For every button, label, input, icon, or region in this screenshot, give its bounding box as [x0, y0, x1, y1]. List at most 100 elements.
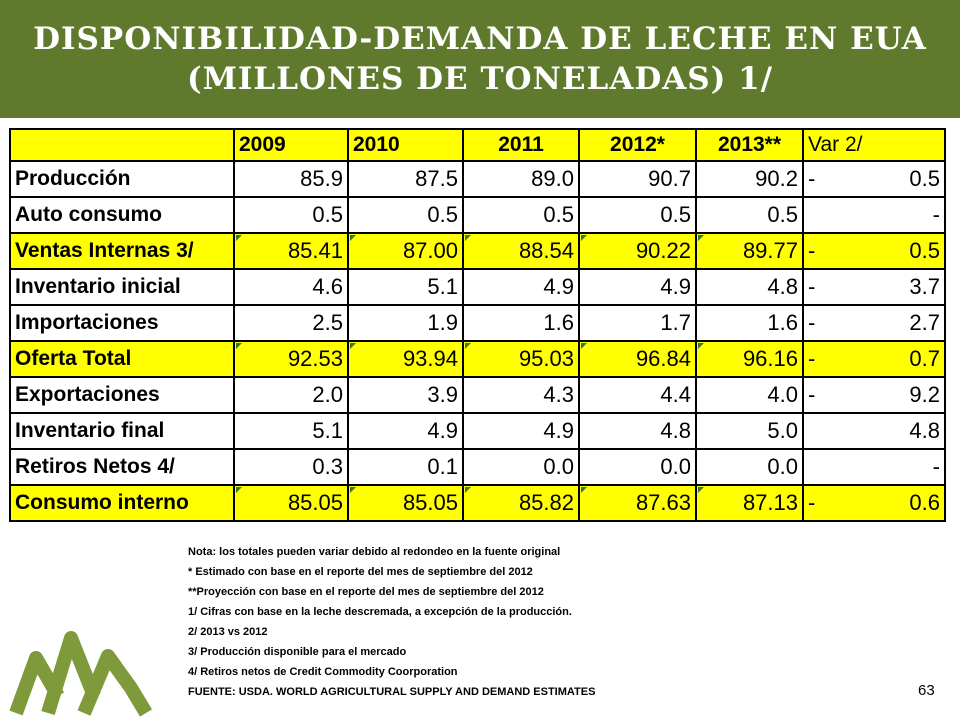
value-cell: 5.0 — [695, 412, 804, 450]
variation-sign: - — [808, 274, 816, 299]
variation-cell: - 0.5 — [802, 232, 946, 270]
table-body: Producción 85.9 87.5 89.0 90.7 90.2-0.5 Auto c… — [9, 160, 946, 522]
header-cell-label — [9, 128, 235, 162]
variation-value: 3.7 — [909, 274, 940, 299]
variation-cell: - 0.5 — [802, 160, 946, 198]
value-cell: 0.5 — [578, 196, 697, 234]
value-cell: 87.00 — [347, 232, 464, 270]
variation-cell: - 0.6 — [802, 484, 946, 522]
value-cell: 0.5 — [462, 196, 580, 234]
row-label: Inventario final — [9, 412, 235, 450]
variation-sign: - — [808, 166, 816, 191]
row-label: Retiros Netos 4/ — [9, 448, 235, 486]
value-cell: 4.9 — [578, 268, 697, 306]
variation-value: 2.7 — [909, 310, 940, 335]
footnote-line: 2/ 2013 vs 2012 — [188, 626, 268, 638]
row-label: Inventario inicial — [9, 268, 235, 306]
variation-cell: - 3.7 — [802, 268, 946, 306]
header-cell-2009: 2009 — [233, 128, 349, 162]
value-cell: 0.3 — [233, 448, 349, 486]
slide-header: DISPONIBILIDAD-DEMANDA DE LECHE EN EUA (… — [0, 0, 960, 118]
value-cell: 0.5 — [695, 196, 804, 234]
value-cell: 1.6 — [695, 304, 804, 342]
value-cell: 87.13 — [695, 484, 804, 522]
variation-cell: - 9.2 — [802, 376, 946, 414]
variation-cell: - — [802, 196, 946, 234]
page-number: 63 — [918, 682, 935, 699]
value-cell: 0.0 — [578, 448, 697, 486]
header-cell-2012: 2012* — [578, 128, 697, 162]
footnote-line: 4/ Retiros netos de Credit Commodity Coo… — [188, 666, 458, 678]
value-cell: 85.41 — [233, 232, 349, 270]
value-cell: 5.1 — [347, 268, 464, 306]
table-row: Producción 85.9 87.5 89.0 90.7 90.2- 0.5 — [9, 160, 946, 198]
variation-cell: - 2.7 — [802, 304, 946, 342]
value-cell: 90.22 — [578, 232, 697, 270]
variation-value: 0.7 — [909, 346, 940, 371]
value-cell: 87.5 — [347, 160, 464, 198]
footnote-line: * Estimado con base en el reporte del me… — [188, 566, 533, 578]
variation-value: 0.5 — [909, 238, 940, 263]
value-cell: 0.5 — [233, 196, 349, 234]
row-label: Ventas Internas 3/ — [9, 232, 235, 270]
variation-value: - — [932, 202, 940, 227]
row-label: Auto consumo — [9, 196, 235, 234]
value-cell: 0.0 — [695, 448, 804, 486]
header-cell-2011: 2011 — [462, 128, 580, 162]
value-cell: 96.16 — [695, 340, 804, 378]
table-row: Inventario inicial 4.6 5.1 4.9 4.9 4.8-3.7 — [9, 268, 946, 306]
supply-demand-table-container: 2009 2010 2011 2012* 2013** Var 2/ Produ… — [9, 128, 946, 522]
value-cell: 93.94 — [347, 340, 464, 378]
value-cell: 1.9 — [347, 304, 464, 342]
value-cell: 0.1 — [347, 448, 464, 486]
value-cell: 4.9 — [347, 412, 464, 450]
table-row: Ventas Internas 3/85.41 87.00 88.54 90.22 89… — [9, 232, 946, 270]
value-cell: 88.54 — [462, 232, 580, 270]
value-cell: 4.8 — [695, 268, 804, 306]
footnote-line: 3/ Producción disponible para el mercado — [188, 646, 407, 658]
mountains-logo-icon — [9, 631, 153, 717]
variation-value: 9.2 — [909, 382, 940, 407]
value-cell: 5.1 — [233, 412, 349, 450]
table-row: Oferta Total 92.53 93.94 95.03 96.84 96.16- 0.… — [9, 340, 946, 378]
value-cell: 4.9 — [462, 412, 580, 450]
supply-demand-table: 2009 2010 2011 2012* 2013** Var 2/ Produ… — [9, 128, 946, 522]
variation-value: 0.6 — [909, 490, 940, 515]
variation-value: 0.5 — [909, 166, 940, 191]
value-cell: 0.0 — [462, 448, 580, 486]
slide-title-line-1: DISPONIBILIDAD-DEMANDA DE LECHE EN EUA — [33, 21, 927, 57]
row-label: Oferta Total — [9, 340, 235, 378]
value-cell: 4.6 — [233, 268, 349, 306]
value-cell: 90.2 — [695, 160, 804, 198]
table-row: Inventario final 5.1 4.9 4.9 4.8 5.0 4.8 — [9, 412, 946, 450]
value-cell: 3.9 — [347, 376, 464, 414]
variation-sign: - — [808, 490, 816, 515]
row-label: Consumo interno — [9, 484, 235, 522]
variation-value: - — [932, 454, 940, 479]
value-cell: 90.7 — [578, 160, 697, 198]
table-row: Importaciones 2.5 1.9 1.6 1.7 1.6-2.7 — [9, 304, 946, 342]
variation-sign: - — [808, 238, 816, 263]
value-cell: 87.63 — [578, 484, 697, 522]
value-cell: 4.0 — [695, 376, 804, 414]
table-row: Retiros Netos 4/0.3 0.1 0.0 0.0 0.0- — [9, 448, 946, 486]
row-label: Producción — [9, 160, 235, 198]
value-cell: 2.5 — [233, 304, 349, 342]
table-row: Exportaciones 2.0 3.9 4.3 4.4 4.0- 9.2 — [9, 376, 946, 414]
header-cell-var: Var 2/ — [802, 128, 946, 162]
value-cell: 96.84 — [578, 340, 697, 378]
value-cell: 85.82 — [462, 484, 580, 522]
header-cell-2010: 2010 — [347, 128, 464, 162]
value-cell: 85.9 — [233, 160, 349, 198]
value-cell: 4.4 — [578, 376, 697, 414]
value-cell: 2.0 — [233, 376, 349, 414]
value-cell: 1.6 — [462, 304, 580, 342]
footnotes: Nota: los totales pueden variar debido a… — [188, 542, 748, 702]
row-label: Exportaciones — [9, 376, 235, 414]
variation-cell: 4.8 — [802, 412, 946, 450]
value-cell: 85.05 — [347, 484, 464, 522]
value-cell: 95.03 — [462, 340, 580, 378]
variation-value: 4.8 — [909, 418, 940, 443]
value-cell: 89.77 — [695, 232, 804, 270]
footnote-line: 1/ Cifras con base en la leche descremad… — [188, 606, 572, 618]
